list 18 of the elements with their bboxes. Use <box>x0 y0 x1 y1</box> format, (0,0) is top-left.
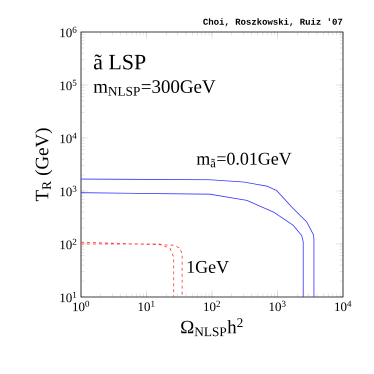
y-tick-label: 10$^{2}$ <box>60 238 76 250</box>
x-tick-label: 10$^{1}$ <box>138 300 154 312</box>
x-tick-label: 10$^{4}$ <box>335 300 352 312</box>
x-tick-label: 10$^{2}$ <box>204 300 220 312</box>
x-tick-label: 10$^{3}$ <box>270 300 286 312</box>
annotation: m$_{NLSP}$=300GeV <box>94 80 216 96</box>
y-tick-label: 10$^{3}$ <box>60 186 76 196</box>
text: Choi, Roszkowski, Ruiz '07 <box>203 18 342 26</box>
x-tick-label: 10$^{0}$ <box>73 300 90 312</box>
y-tick-label: 10$^{5}$ <box>60 80 76 90</box>
y-axis-title: T$_{R}$ (GeV) <box>35 128 52 202</box>
annotation: 1GeV <box>188 260 229 274</box>
annotation: m$_{ã}$=0.01GeV <box>196 152 292 168</box>
y-tick-label: 10$^{6}$ <box>60 26 77 38</box>
y-tick-label: 10$^{1}$ <box>60 292 76 302</box>
y-tick-label: 10$^{4}$ <box>60 132 77 144</box>
annotation: ã LSP <box>94 54 146 70</box>
x-axis-title: Ω$_{NLSP}$h$^{2}$ <box>181 318 243 336</box>
